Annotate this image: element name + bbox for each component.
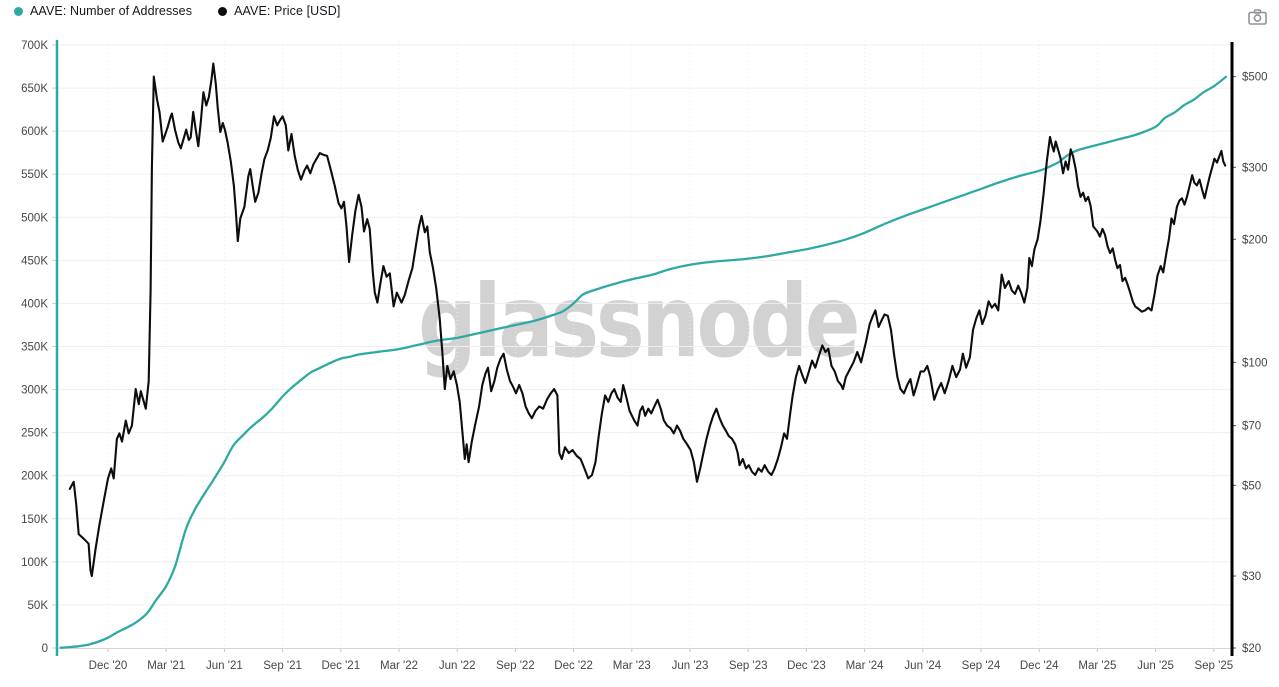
y-left-tick-label: 250K (21, 428, 48, 440)
y-right-tick-label: $20 (1242, 643, 1261, 655)
x-tick-label: Jun '23 (672, 660, 709, 672)
legend-item-addresses[interactable]: AAVE: Number of Addresses (14, 4, 192, 18)
x-tick-label: Sep '25 (1194, 660, 1233, 672)
y-right-tick-label: $30 (1242, 571, 1261, 583)
y-left-tick-label: 550K (21, 169, 48, 181)
legend: AAVE: Number of Addresses AAVE: Price [U… (14, 4, 340, 18)
camera-icon (1247, 9, 1267, 25)
y-left-tick-label: 500K (21, 212, 48, 224)
x-tick-label: Dec '22 (554, 660, 593, 672)
y-left-tick-label: 650K (21, 83, 48, 95)
y-left-tick-label: 350K (21, 342, 48, 354)
series-line-price (68, 62, 1227, 578)
x-tick-label: Mar '24 (846, 660, 885, 672)
series-dot-price-icon (218, 6, 228, 16)
y-left-tick-label: 400K (21, 298, 48, 310)
x-tick-label: Sep '24 (962, 660, 1001, 672)
legend-label-addresses: AAVE: Number of Addresses (30, 4, 193, 18)
y-right-tick-label: $50 (1242, 480, 1261, 492)
x-tick-label: Mar '21 (147, 660, 185, 672)
y-left-tick-label: 0 (42, 643, 48, 655)
y-right-tick-label: $200 (1242, 234, 1268, 246)
x-tick-label: Jun '24 (904, 660, 941, 672)
x-tick-label: Sep '21 (263, 660, 302, 672)
x-tick-label: Jun '21 (206, 660, 243, 672)
x-tick-label: Sep '23 (729, 660, 768, 672)
x-tick-label: Dec '24 (1020, 660, 1059, 672)
y-right-tick-label: $100 (1242, 357, 1268, 369)
y-right-tick-label: $70 (1242, 421, 1261, 433)
x-tick-label: Jun '25 (1137, 660, 1174, 672)
camera-button[interactable] (1245, 6, 1269, 28)
y-left-tick-label: 200K (21, 471, 48, 483)
y-right-tick-label: $500 (1242, 72, 1268, 84)
x-tick-label: Mar '22 (380, 660, 418, 672)
watermark: glassnode (418, 263, 861, 380)
y-left-tick-label: 100K (21, 557, 48, 569)
x-tick-label: Dec '20 (89, 660, 128, 672)
y-left-tick-label: 150K (21, 514, 48, 526)
legend-item-price[interactable]: AAVE: Price [USD] (218, 4, 340, 18)
series-dot-addresses-icon (14, 6, 23, 16)
x-tick-label: Mar '25 (1078, 660, 1116, 672)
y-left-tick-label: 600K (21, 126, 48, 138)
series-line-addresses (59, 75, 1228, 649)
x-tick-label: Dec '23 (787, 660, 826, 672)
x-tick-label: Mar '23 (613, 660, 651, 672)
y-left-tick-label: 50K (28, 600, 49, 612)
y-left-tick-label: 450K (21, 255, 48, 267)
x-tick-label: Dec '21 (321, 660, 360, 672)
legend-label-price: AAVE: Price [USD] (234, 4, 341, 18)
y-left-tick-label: 300K (21, 385, 48, 397)
y-left-tick-label: 700K (21, 40, 48, 52)
x-tick-label: Jun '22 (439, 660, 476, 672)
x-tick-label: Sep '22 (496, 660, 535, 672)
y-right-tick-label: $300 (1242, 162, 1268, 174)
